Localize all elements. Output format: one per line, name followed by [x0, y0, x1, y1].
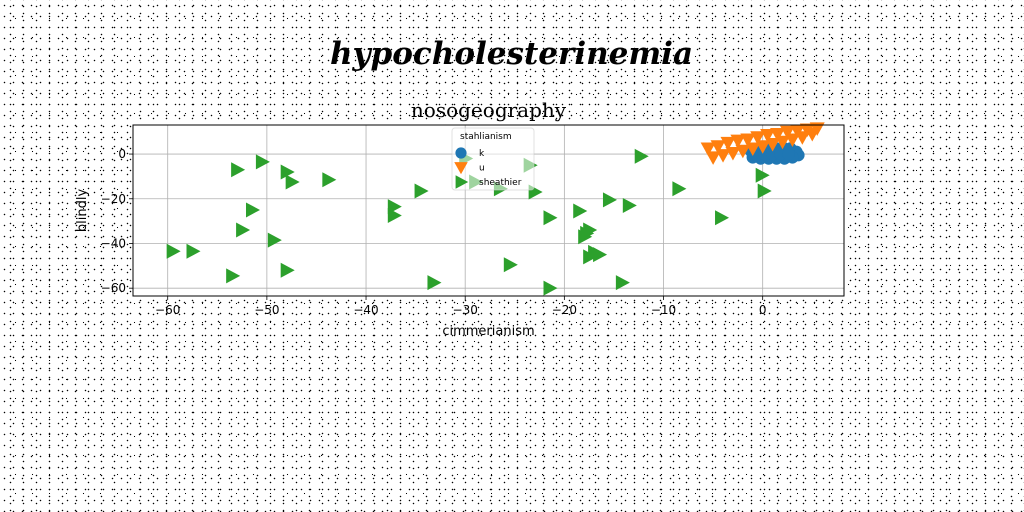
y-tick-label: −40	[101, 236, 126, 250]
data-point	[280, 164, 295, 180]
data-point	[782, 147, 795, 161]
y-tick-label: −60	[101, 281, 126, 295]
data-point	[720, 136, 736, 151]
data-point	[634, 148, 649, 164]
data-point	[322, 172, 337, 188]
data-point	[622, 197, 637, 213]
data-point	[573, 203, 588, 219]
data-point	[700, 142, 716, 156]
x-tick-label: 0	[759, 303, 767, 317]
data-point	[710, 140, 726, 154]
x-tick-label: −30	[453, 303, 478, 317]
legend-entry-u: u	[479, 164, 485, 174]
x-tick-label: −10	[651, 303, 676, 317]
data-point	[750, 131, 766, 145]
data-point	[757, 183, 772, 199]
legend-marker-sheathier	[455, 175, 469, 189]
data-point	[672, 181, 687, 197]
y-tick-label: −20	[101, 192, 126, 206]
data-point	[503, 257, 518, 273]
series-u	[700, 122, 825, 165]
x-tick-label: −20	[552, 303, 577, 317]
y-tick-label: 0	[118, 147, 126, 161]
legend-title: stahlianism	[460, 132, 512, 142]
axis-ticks: −60 −50 −40 −30 −20 −10 0 −60 −40 −20 0	[101, 147, 767, 317]
data-point	[427, 275, 442, 291]
legend: stahlianism ku sheathier	[451, 127, 535, 191]
axes-frame	[132, 124, 845, 297]
legend-box	[451, 127, 535, 191]
data-point	[740, 133, 756, 148]
legend-entry-k: k	[479, 149, 485, 159]
data-point	[226, 268, 241, 284]
data-point	[236, 222, 251, 238]
x-tick-label: −50	[254, 303, 279, 317]
data-point	[231, 162, 246, 178]
data-point	[267, 232, 282, 248]
legend-marker-u	[454, 162, 468, 175]
data-point	[166, 243, 181, 259]
data-point	[543, 210, 558, 226]
data-point	[285, 174, 300, 190]
data-point	[705, 151, 721, 165]
chart-title: nosogeography	[411, 98, 567, 122]
data-point	[755, 167, 770, 183]
data-point	[583, 222, 598, 238]
data-point	[186, 243, 201, 259]
data-point	[730, 134, 746, 149]
x-tick-label: −60	[155, 303, 180, 317]
data-point	[543, 280, 558, 296]
data-point	[414, 183, 429, 199]
legend-marker-k	[455, 147, 467, 159]
data-point	[245, 202, 260, 218]
data-point	[770, 127, 786, 142]
x-tick-label: −40	[353, 303, 378, 317]
data-point	[280, 262, 295, 278]
suptitle: hypocholesterinemia	[330, 36, 694, 72]
data-point	[602, 192, 617, 208]
y-axis-label: blindly	[75, 189, 90, 233]
data-point	[387, 208, 402, 224]
data-point	[779, 125, 795, 140]
data-point	[715, 210, 730, 226]
data-point	[615, 275, 630, 291]
data-point	[593, 247, 608, 263]
plot-marks	[166, 122, 825, 296]
data-point	[255, 154, 270, 170]
data-point	[760, 129, 776, 143]
legend-entry-sheathier: sheathier	[479, 178, 522, 188]
x-axis-label: cimmerianism	[442, 324, 534, 339]
